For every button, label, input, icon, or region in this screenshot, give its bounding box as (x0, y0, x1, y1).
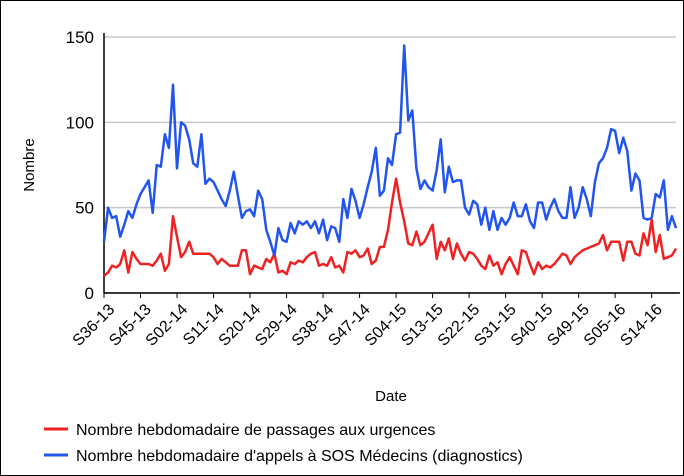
series-line (103, 177, 678, 277)
legend-label: Nombre hebdomadaire d'appels à SOS Médec… (76, 448, 523, 465)
y-tick-label: 50 (75, 199, 94, 218)
y-axis-label: Nombre (21, 138, 38, 191)
series-line (102, 44, 678, 257)
y-tick-label: 0 (85, 284, 94, 303)
y-tick-label: 100 (66, 113, 94, 132)
legend-label: Nombre hebdomadaire de passages aux urge… (76, 422, 435, 439)
x-axis-label: Date (375, 388, 407, 405)
y-tick-label: 150 (66, 28, 94, 47)
